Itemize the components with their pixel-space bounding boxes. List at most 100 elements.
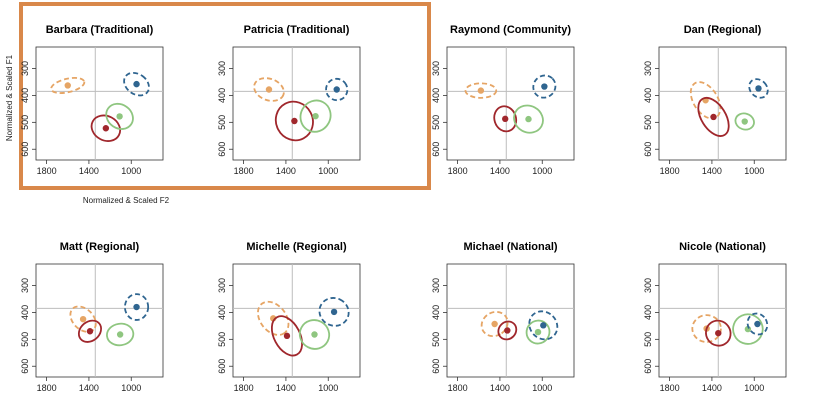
x-tick-label: 1400 [276,166,296,176]
ellipse-green [105,102,134,130]
mean-point-orange [64,82,71,89]
y-tick-label: 500 [217,115,227,130]
x-tick-label: 1000 [318,166,338,176]
y-tick-label: 300 [20,61,30,76]
ellipse-blue [318,297,350,327]
mean-point-blue [541,83,548,90]
panel: Matt (Regional) 1800 1400 1000 300 400 500 600 [20,241,164,393]
y-tick-label: 400 [217,88,227,103]
ellipse-red [274,100,314,142]
panel-title: Nicole (National) [679,241,766,253]
y-tick-label: 400 [20,305,30,320]
ellipse-blue [748,78,769,99]
x-tick-label: 1000 [121,166,141,176]
y-tick-label: 600 [431,359,441,374]
y-tick-label: 400 [217,305,227,320]
mean-point-orange [491,320,498,328]
ellipse-red [77,319,102,343]
panel-title: Michael (National) [463,241,557,253]
y-tick-label: 300 [431,61,441,76]
y-tick-label: 500 [217,332,227,347]
mean-point-red [502,115,509,123]
y-tick-label: 600 [20,142,30,157]
panel: Barbara (Traditional) 1800 1400 1000 300 400 5… [20,24,164,176]
y-tick-label: 500 [20,332,30,347]
y-tick-label: 600 [217,359,227,374]
ellipse-blue [528,310,559,341]
x-tick-label: 1400 [702,383,722,393]
x-tick-label: 1000 [532,166,552,176]
mean-point-green [311,331,318,338]
y-tick-label: 400 [643,305,653,320]
y-tick-label: 600 [643,359,653,374]
y-tick-label: 400 [431,305,441,320]
ellipse-red [497,320,518,341]
x-tick-label: 1400 [490,383,510,393]
y-tick-label: 500 [431,332,441,347]
panel: Raymond (Community) 1800 1400 1000 300 400 500… [431,24,575,176]
x-tick-label: 1000 [744,383,764,393]
y-tick-label: 500 [20,115,30,130]
y-tick-label: 500 [643,332,653,347]
ellipse-blue [746,312,769,336]
mean-point-red [283,332,291,340]
panel: Michael (National) 1800 1400 1000 300 400 500 6… [431,241,575,393]
plot-frame [658,46,787,161]
plot-frame [232,46,361,161]
panel: Nicole (National) 1800 1400 1000 300 400 500 60… [643,241,787,393]
ellipse-blue [123,71,150,97]
panel-title: Raymond (Community) [450,24,571,36]
mean-point-blue [133,80,140,88]
mean-point-green [525,115,532,123]
mean-point-red [715,329,722,337]
panel-title: Michelle (Regional) [246,241,347,253]
y-tick-label: 400 [643,88,653,103]
ellipse-blue [124,293,150,321]
x-tick-label: 1000 [121,383,141,393]
mean-point-blue [133,303,140,311]
ellipse-orange [50,76,86,94]
y-tick-label: 300 [643,278,653,293]
ellipse-orange [691,314,722,343]
y-tick-label: 300 [217,61,227,76]
y-tick-label: 300 [431,278,441,293]
mean-point-blue [330,308,338,316]
x-tick-label: 1800 [37,383,57,393]
ellipse-red [493,105,518,133]
y-tick-label: 600 [20,359,30,374]
y-tick-label: 300 [217,278,227,293]
y-tick-label: 300 [20,278,30,293]
x-tick-label: 1400 [490,166,510,176]
x-tick-label: 1800 [234,166,254,176]
plot-frame [35,46,164,161]
plot-frame [446,46,575,161]
y-axis-label: Normalized & Scaled F1 [5,54,14,141]
x-tick-label: 1800 [448,383,468,393]
x-tick-label: 1800 [234,383,254,393]
panel: Patricia (Traditional) 1800 1400 1000 300 400… [217,24,361,176]
x-tick-label: 1800 [448,166,468,176]
mean-point-blue [754,320,761,328]
plot-frame [35,263,164,378]
x-tick-label: 1400 [79,166,99,176]
y-tick-label: 600 [217,142,227,157]
ellipse-orange [253,77,285,102]
y-tick-label: 400 [431,88,441,103]
ellipse-green [299,99,332,133]
mean-point-red [710,113,717,121]
highlight-frame [19,2,431,190]
panel: Michelle (Regional) 1800 1400 1000 300 400 500… [217,241,361,393]
ellipse-green [513,104,544,134]
y-tick-label: 300 [643,61,653,76]
ellipse-orange [480,310,509,338]
mean-point-red [86,328,94,335]
x-axis-label: Normalized & Scaled F2 [83,196,170,205]
mean-point-green [116,331,124,338]
mean-point-orange [79,315,87,323]
x-tick-label: 1000 [744,166,764,176]
x-tick-label: 1800 [37,166,57,176]
panel-title: Barbara (Traditional) [46,24,154,36]
x-tick-label: 1800 [660,166,680,176]
mean-point-orange [265,86,273,93]
